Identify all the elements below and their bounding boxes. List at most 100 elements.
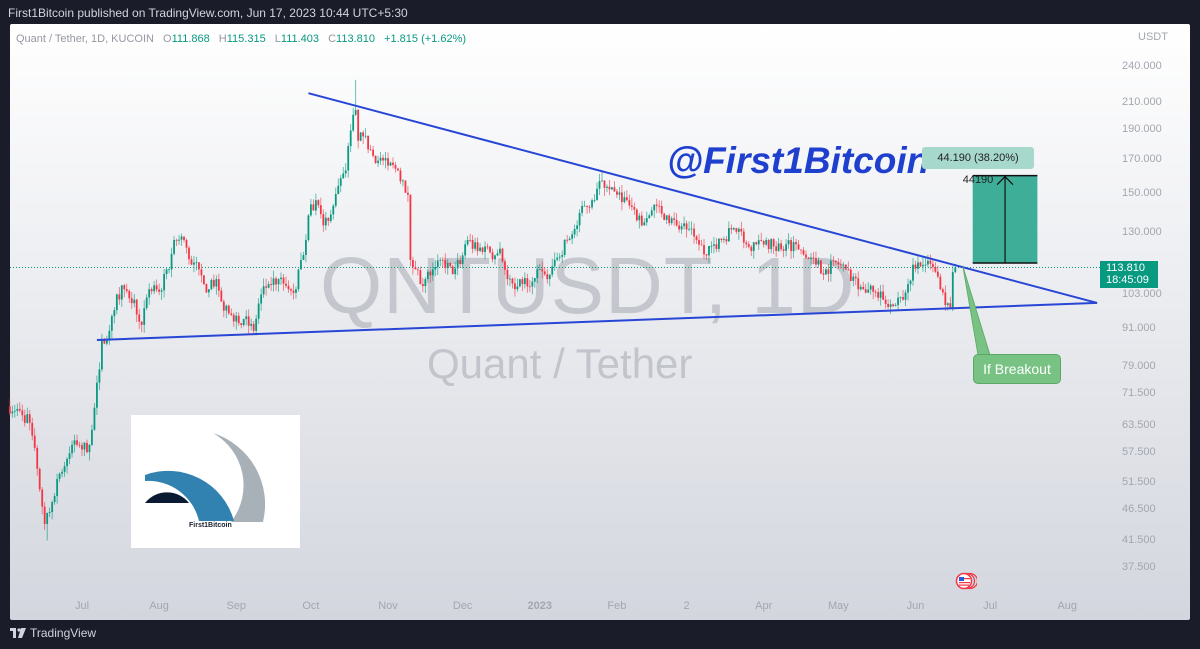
candle [740,221,743,237]
candle [648,213,651,219]
candle [561,250,564,264]
candle [481,246,484,255]
candle [471,235,474,254]
price-tick-label: 210.000 [1122,96,1162,109]
legend-close-label: C [328,33,337,45]
candle [178,235,180,245]
candle [700,239,703,246]
price-tick-label: 71.500 [1122,386,1156,399]
bar-countdown: 18:45:09 [1106,274,1149,287]
time-tick-label: May [827,600,849,612]
candle [919,261,922,268]
candle [476,237,479,256]
candle [76,434,78,447]
candle [217,273,220,297]
candle [491,248,494,263]
legend-high: 115.315 [226,33,266,45]
candle [267,281,270,289]
price-tick-label: 41.500 [1122,533,1156,546]
author-handle-text[interactable]: @First1Bitcoin [667,140,930,181]
candle [745,240,748,248]
candle [327,217,330,227]
candle [113,307,116,324]
candle [451,264,454,275]
price-range-label: 44.190 (38.20%) 44190 [922,147,1034,186]
price-tick-label: 46.500 [1122,503,1156,516]
candle [110,314,113,339]
price-tick-label: 79.000 [1122,360,1156,373]
candle [392,157,394,169]
candle [852,273,855,287]
candle [655,198,658,214]
breakout-callout[interactable]: If Breakout [973,354,1061,384]
price-tick-label: 63.500 [1122,418,1156,431]
price-range-tool[interactable] [972,174,1038,264]
candle [402,178,404,187]
candle [382,154,384,166]
time-tick-label: Jul [983,600,998,612]
candle [566,234,569,244]
candle [421,278,424,293]
candle [230,308,233,317]
price-tick-label: 170.000 [1122,153,1162,166]
candle [357,108,360,149]
candle [931,259,934,273]
us-flag-events-icon[interactable] [955,572,977,590]
candle [665,214,668,225]
candle [536,265,539,284]
candle [514,277,516,297]
watermark-name: Quant / Tether [427,340,693,387]
candle [839,259,842,269]
candle [48,507,51,518]
candle [31,417,34,441]
candle [914,260,917,273]
footer-brand[interactable]: TradingView [10,626,96,640]
candle [459,255,462,268]
candle [817,257,820,268]
candle [822,268,825,281]
candle [449,262,452,269]
candle [864,283,867,294]
candle [180,233,183,246]
candle [342,166,345,179]
candle [349,124,352,153]
candle [533,277,536,288]
upper-trendline[interactable] [308,92,1098,304]
candle [86,439,88,454]
candle [51,500,54,520]
candle [424,277,427,294]
candle [33,428,36,451]
candle [250,318,253,331]
candle [262,278,265,298]
candle [516,278,519,292]
candle [474,237,477,252]
candle [407,186,409,202]
logo-graphic [145,433,266,522]
candle [108,324,111,345]
candle [680,222,683,234]
candle [889,299,892,314]
candle [571,230,574,244]
lower-trendline[interactable] [96,301,1098,341]
candle [409,194,412,267]
legend-low-label: L [274,33,281,45]
candle [344,163,347,178]
candle [897,291,899,311]
candle [660,200,663,218]
candle [936,265,939,279]
candle [613,181,616,193]
candle [787,233,790,249]
time-tick-label: Jun [906,600,925,612]
candle [611,187,613,191]
candle [922,257,924,272]
candle [563,239,566,258]
price-tick-label: 190.000 [1122,123,1162,136]
candle [767,238,770,254]
candle [41,487,44,515]
candle [638,212,641,229]
candle [586,205,588,214]
candle [242,318,245,327]
candle [790,237,792,259]
candle [486,243,489,250]
legend-symbol: Quant / Tether, 1D, KUCOIN [16,33,154,45]
